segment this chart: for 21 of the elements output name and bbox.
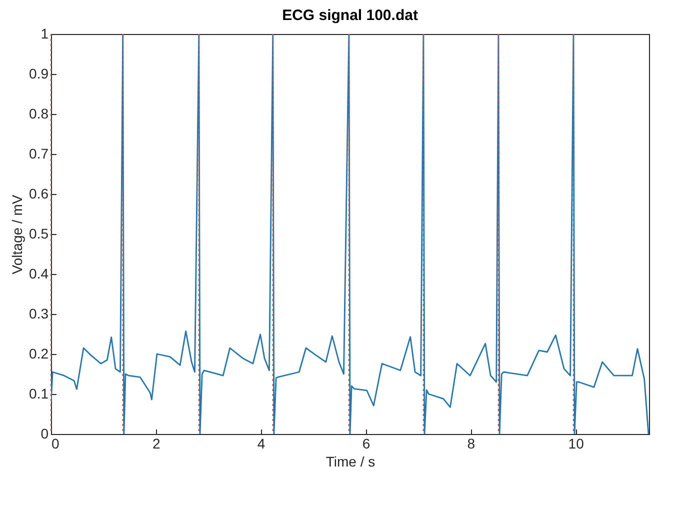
x-axis-title: Time / s <box>326 454 376 470</box>
y-tick-label: 0.3 <box>29 306 49 322</box>
x-tick-label: 2 <box>152 436 161 452</box>
y-axis-title: Voltage / mV <box>9 194 26 274</box>
x-tick-label: 10 <box>568 436 584 452</box>
x-tick-label: 8 <box>467 436 476 452</box>
y-tick-label: 0 <box>40 426 49 442</box>
x-tick-label: 4 <box>257 436 266 452</box>
y-tick-label: 0.1 <box>29 386 49 402</box>
x-tick-label: 0 <box>52 436 60 452</box>
y-tick-label: 0.9 <box>29 66 49 82</box>
y-tick-label: 0.4 <box>29 266 49 282</box>
x-tick-label: 6 <box>362 436 370 452</box>
y-tick-label: 0.6 <box>29 186 49 202</box>
chart-title: ECG signal 100.dat <box>282 7 418 24</box>
line-series <box>51 34 649 434</box>
y-tick-label: 0.8 <box>29 106 49 122</box>
y-tick-label: 0.2 <box>29 346 49 362</box>
y-tick-label: 1 <box>40 26 49 42</box>
y-tick-label: 0.5 <box>29 226 49 242</box>
y-tick-label: 0.7 <box>29 146 49 162</box>
